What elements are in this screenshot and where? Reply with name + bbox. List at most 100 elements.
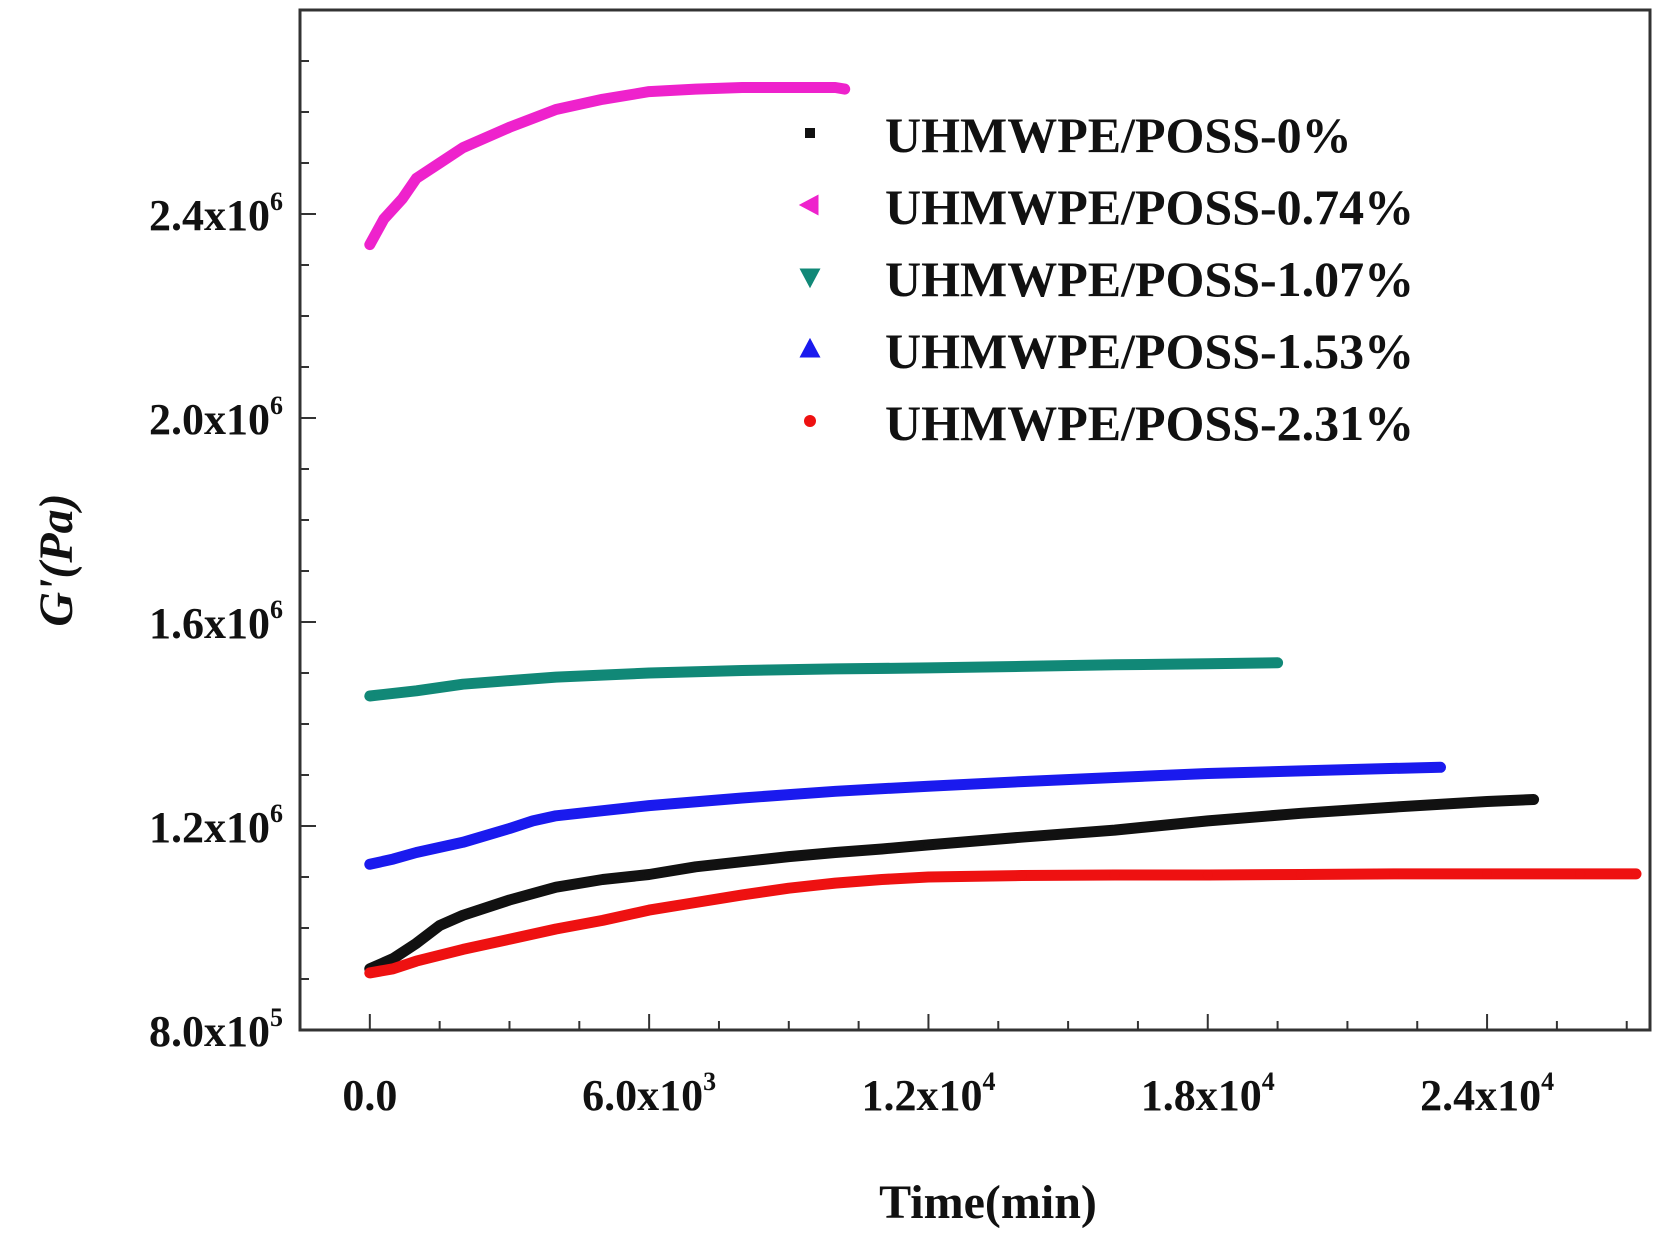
data-point	[1109, 772, 1120, 783]
data-point	[504, 934, 515, 945]
legend-entry: UHMWPE/POSS-1.07%	[799, 251, 1414, 307]
legend-entry: UHMWPE/POSS-1.53%	[799, 323, 1414, 379]
data-point	[644, 86, 655, 97]
x-tick-exponent: 4	[982, 1067, 995, 1096]
data-point	[830, 847, 841, 858]
data-point	[783, 82, 794, 93]
data-point	[690, 84, 701, 95]
legend-marker	[798, 194, 819, 216]
y-tick-exponent: 6	[270, 595, 283, 624]
data-point	[1482, 868, 1493, 879]
data-point	[690, 861, 701, 872]
series-2	[364, 657, 1284, 702]
y-tick-label: 1.2x106	[149, 799, 283, 852]
data-point	[1575, 868, 1586, 879]
data-point	[1631, 868, 1642, 879]
legend-marker	[805, 128, 815, 138]
data-point	[504, 675, 515, 686]
x-tick-exponent: 4	[1262, 1067, 1275, 1096]
data-point	[1202, 658, 1213, 669]
legend-marker	[804, 415, 816, 427]
data-point	[457, 910, 468, 921]
data-point	[388, 953, 399, 964]
y-tick-label: 2.0x106	[149, 391, 283, 444]
data-point	[1295, 765, 1306, 776]
data-point	[597, 915, 608, 926]
data-point	[1016, 832, 1027, 843]
data-point	[1109, 825, 1120, 836]
data-point	[644, 800, 655, 811]
series-1	[364, 82, 851, 251]
data-point	[527, 815, 538, 826]
legend-entry: UHMWPE/POSS-2.31%	[804, 395, 1414, 451]
y-tick-mantissa: 2.4x10	[149, 191, 270, 240]
y-tick-mantissa: 8.0x10	[149, 1007, 270, 1056]
legend-label: UHMWPE/POSS-0%	[885, 107, 1352, 163]
data-point	[923, 872, 934, 882]
data-point	[364, 239, 375, 250]
data-point	[597, 874, 608, 885]
data-point	[737, 665, 748, 676]
data-point	[1435, 762, 1446, 773]
legend-entry: UHMWPE/POSS-0%	[805, 107, 1352, 163]
x-tick-mantissa: 2.4x10	[1420, 1071, 1541, 1120]
data-point	[504, 894, 515, 905]
data-point	[783, 851, 794, 862]
data-point	[923, 839, 934, 850]
data-point	[1295, 808, 1306, 819]
x-tick-mantissa: 0.0	[342, 1071, 397, 1120]
data-point	[411, 956, 422, 967]
data-point	[411, 938, 422, 949]
legend-label: UHMWPE/POSS-2.31%	[885, 395, 1414, 451]
series-line	[364, 868, 1642, 979]
data-point	[1016, 661, 1027, 672]
y-tick-label: 8.0x105	[149, 1003, 283, 1056]
data-point	[388, 854, 399, 865]
data-point	[434, 158, 445, 168]
legend-label: UHMWPE/POSS-1.53%	[885, 323, 1414, 379]
data-point	[1528, 794, 1539, 805]
x-tick-mantissa: 1.8x10	[1141, 1071, 1262, 1120]
minor-ticks	[300, 9, 1628, 1031]
data-point	[1202, 768, 1213, 779]
legend-marker	[799, 268, 821, 289]
data-point	[737, 856, 748, 867]
data-point	[830, 663, 841, 674]
y-axis-title: G'(Pa)	[30, 493, 83, 626]
data-point	[597, 805, 608, 816]
data-point	[1482, 796, 1493, 807]
data-point	[644, 668, 655, 678]
data-point	[830, 878, 841, 889]
data-point	[839, 84, 850, 95]
x-axis-title: Time(min)	[879, 1176, 1097, 1229]
data-point	[644, 869, 655, 880]
data-point	[504, 122, 515, 133]
data-point	[690, 897, 701, 908]
data-point	[1202, 869, 1213, 880]
data-point	[364, 859, 375, 870]
data-point	[411, 173, 422, 184]
data-point	[1272, 657, 1283, 668]
data-point	[551, 672, 562, 683]
y-tick-exponent: 6	[270, 391, 283, 420]
x-tick-label: 1.2x104	[861, 1067, 995, 1120]
y-tick-exponent: 6	[270, 187, 283, 216]
data-point	[1016, 870, 1027, 881]
data-point	[1388, 868, 1399, 879]
data-point	[364, 967, 375, 978]
data-point	[457, 944, 468, 955]
data-point	[783, 883, 794, 894]
data-point	[923, 781, 934, 792]
data-point	[411, 847, 422, 858]
data-point	[597, 94, 608, 105]
data-point	[457, 679, 468, 690]
data-point	[644, 905, 655, 916]
data-point	[364, 690, 375, 701]
series-layer	[364, 82, 1642, 979]
x-axis: 0.0 6.0x103 1.2x104 1.8x104 2.4x104	[342, 1067, 1554, 1120]
data-point	[378, 214, 389, 225]
data-point	[551, 104, 562, 115]
data-point	[504, 823, 515, 834]
